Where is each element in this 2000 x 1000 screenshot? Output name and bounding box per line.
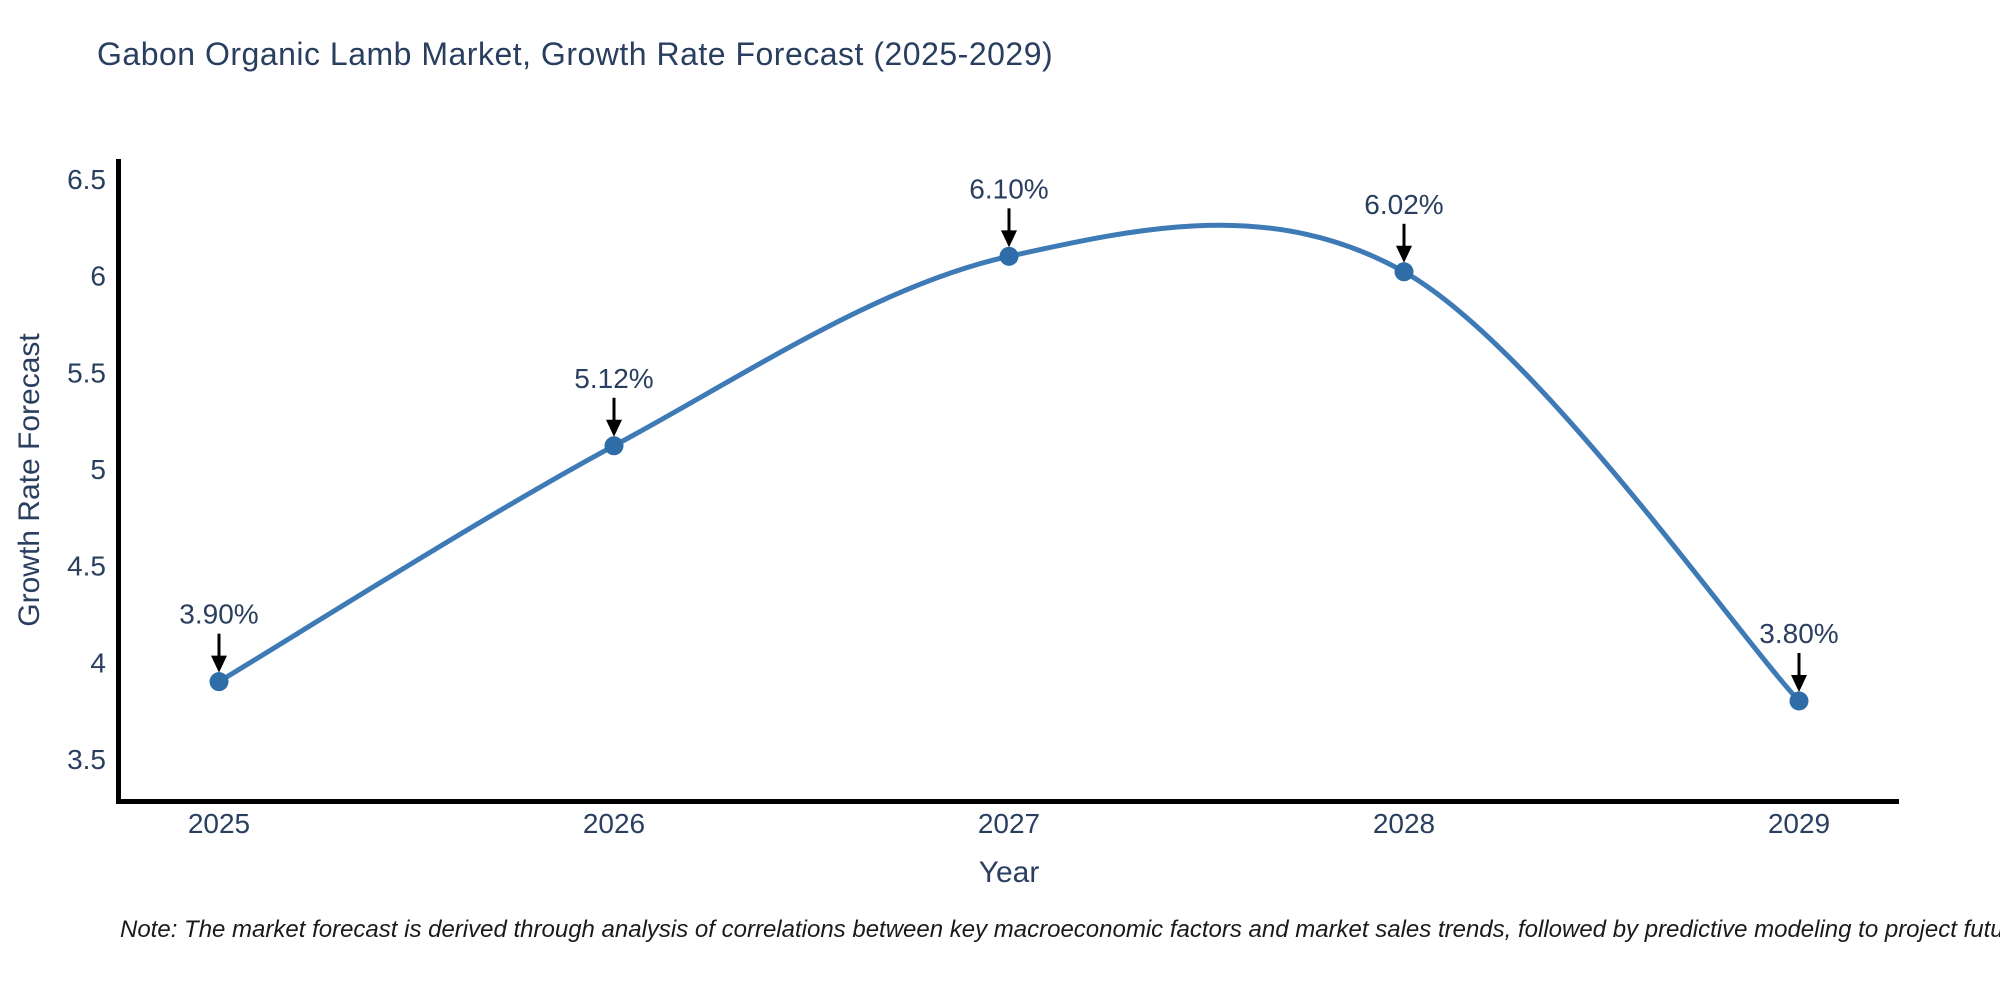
data-point-marker bbox=[999, 246, 1019, 266]
point-value-label: 6.02% bbox=[1364, 189, 1443, 220]
annotation-arrow-head bbox=[1396, 245, 1412, 263]
x-axis-line bbox=[116, 799, 1899, 804]
y-tick-label: 4.5 bbox=[67, 551, 106, 582]
x-tick-label: 2028 bbox=[1373, 808, 1435, 839]
annotation-arrow-head bbox=[211, 655, 227, 673]
point-value-label: 6.10% bbox=[969, 173, 1048, 204]
x-tick-label: 2027 bbox=[978, 808, 1040, 839]
x-axis-title: Year bbox=[978, 856, 1040, 889]
y-tick-label: 4 bbox=[90, 647, 106, 678]
x-tick-label: 2026 bbox=[583, 808, 645, 839]
x-tick-label: 2025 bbox=[188, 808, 250, 839]
footnote: Note: The market forecast is derived thr… bbox=[120, 916, 2000, 943]
y-tick-label: 5.5 bbox=[67, 357, 106, 388]
data-point-marker bbox=[209, 672, 229, 692]
y-tick-label: 6 bbox=[90, 261, 106, 292]
point-value-label: 3.80% bbox=[1759, 618, 1838, 649]
annotation-arrow-head bbox=[1001, 230, 1017, 248]
point-value-label: 3.90% bbox=[179, 599, 258, 630]
annotation-arrow-head bbox=[1791, 675, 1807, 692]
data-point-marker bbox=[604, 436, 624, 456]
y-tick-label: 5 bbox=[90, 454, 106, 485]
trend-line bbox=[216, 222, 1802, 704]
data-point-marker bbox=[1394, 262, 1414, 282]
y-tick-label: 3.5 bbox=[67, 744, 106, 775]
annotation-arrow-head bbox=[606, 419, 622, 437]
x-tick-label: 2029 bbox=[1768, 808, 1830, 839]
point-value-label: 5.12% bbox=[574, 363, 653, 394]
y-axis-line bbox=[116, 159, 121, 804]
data-point-marker bbox=[1789, 691, 1809, 711]
chart-title: Gabon Organic Lamb Market, Growth Rate F… bbox=[97, 36, 1054, 72]
y-tick-label: 6.5 bbox=[67, 164, 106, 195]
